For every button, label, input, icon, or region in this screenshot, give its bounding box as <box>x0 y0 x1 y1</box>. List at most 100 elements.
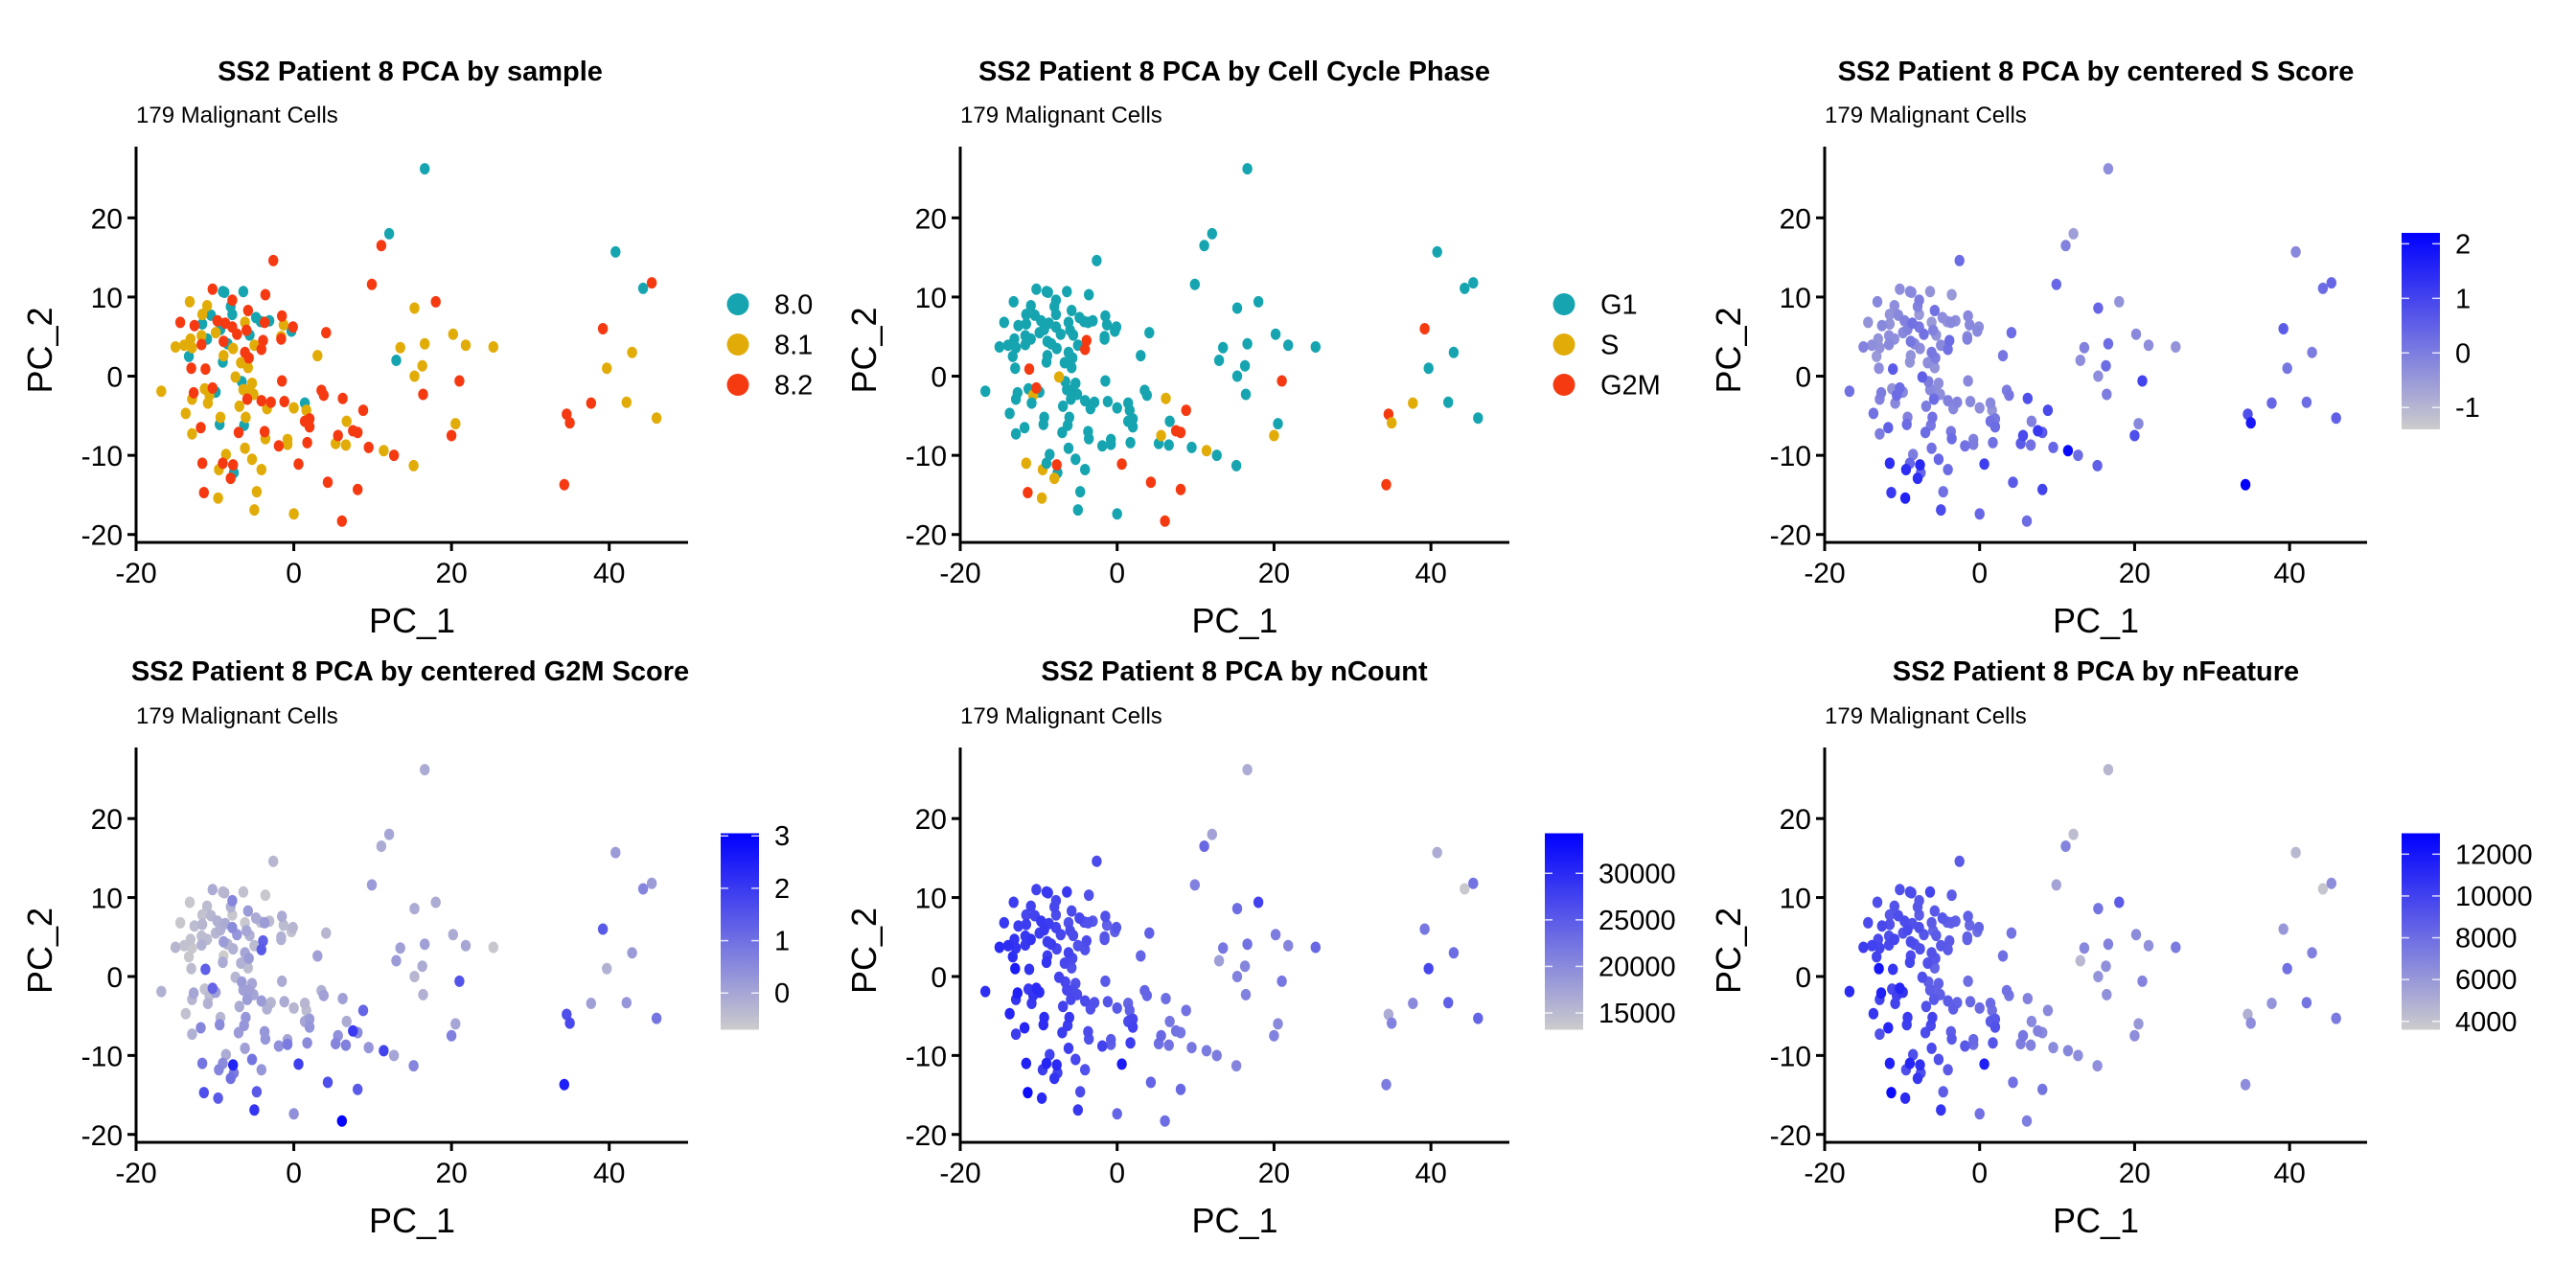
colorbar-label: -1 <box>2455 393 2480 424</box>
data-point <box>1924 286 1936 298</box>
data-point <box>1943 395 1953 407</box>
data-point <box>2073 1049 2083 1062</box>
data-point <box>1868 407 1879 420</box>
y-tick-label: -20 <box>906 1120 947 1152</box>
data-point <box>156 985 167 998</box>
data-point <box>1933 978 1944 990</box>
data-point <box>262 1002 272 1015</box>
data-point <box>1270 328 1281 340</box>
data-point <box>1448 346 1460 358</box>
data-point <box>1914 921 1924 933</box>
data-point <box>1929 305 1941 316</box>
panel-title: SS2 Patient 8 PCA by centered S Score <box>1838 57 2355 87</box>
data-point <box>1101 919 1113 932</box>
data-point <box>1031 381 1042 394</box>
colorbar-label: 4000 <box>2455 1007 2518 1038</box>
data-point <box>1013 920 1024 932</box>
data-point <box>1116 1058 1127 1070</box>
legend: G1 S G2M <box>1552 290 1661 402</box>
data-point <box>249 504 260 517</box>
data-point <box>1889 933 1900 946</box>
data-point <box>215 1019 225 1031</box>
data-point <box>1010 341 1022 354</box>
data-point <box>488 941 498 954</box>
data-point <box>1058 1000 1069 1013</box>
data-point <box>218 350 229 362</box>
data-point <box>218 335 229 348</box>
data-point <box>249 1104 260 1116</box>
legend: 15000 20000 25000 30000 <box>1545 833 1676 1030</box>
data-point <box>1019 422 1030 434</box>
data-point <box>1051 342 1062 355</box>
data-point <box>1207 828 1218 840</box>
data-point <box>1072 504 1084 517</box>
data-point <box>1092 855 1102 867</box>
data-point <box>1010 1028 1022 1041</box>
data-point <box>2006 327 2017 339</box>
data-point <box>322 1076 334 1089</box>
data-point <box>234 400 244 412</box>
data-point <box>1041 457 1052 470</box>
data-point <box>201 900 213 912</box>
data-point <box>207 381 218 394</box>
data-point <box>2048 441 2058 453</box>
data-point <box>1872 295 1883 308</box>
data-point <box>1021 908 1032 921</box>
data-point <box>602 962 612 975</box>
data-point <box>1065 324 1075 336</box>
colorbar <box>2402 233 2440 429</box>
data-point <box>1100 375 1111 387</box>
data-point <box>388 1049 400 1062</box>
data-point <box>1408 397 1418 409</box>
data-point <box>1127 1021 1138 1033</box>
data-point <box>258 334 268 347</box>
data-point <box>1904 886 1916 898</box>
x-tick-label: 20 <box>1258 558 1290 589</box>
data-point <box>2133 1018 2144 1030</box>
data-point <box>379 445 389 457</box>
data-point <box>1034 327 1045 339</box>
data-point <box>1381 1078 1392 1091</box>
data-point <box>1063 947 1074 959</box>
data-point <box>1936 504 1946 517</box>
data-point <box>1945 316 1957 329</box>
data-point <box>1895 982 1905 995</box>
data-point <box>1025 300 1036 311</box>
data-point <box>228 1059 239 1071</box>
legend-label: G2M <box>1600 371 1661 402</box>
data-point <box>1973 921 1985 933</box>
legend-key <box>726 374 749 396</box>
y-tick-label: 10 <box>91 884 123 915</box>
data-point <box>1920 426 1931 439</box>
data-point <box>1102 996 1114 1008</box>
data-point <box>201 300 213 311</box>
data-point <box>2051 278 2061 290</box>
data-point <box>1031 982 1042 995</box>
y-tick-label: 10 <box>1780 283 1811 314</box>
data-point <box>1936 1104 1946 1116</box>
data-point <box>1124 404 1136 417</box>
colorbar-label: 10000 <box>2455 882 2533 912</box>
data-point <box>1039 1011 1049 1024</box>
data-point <box>1962 933 1972 946</box>
data-point <box>610 245 621 258</box>
legend: -1 0 1 2 <box>2402 229 2480 429</box>
data-point <box>2114 295 2125 308</box>
data-point <box>1886 487 1897 498</box>
y-tick-label: 0 <box>106 362 123 394</box>
data-point <box>1127 1013 1138 1025</box>
data-point <box>2060 240 2071 252</box>
data-point <box>1943 1064 1953 1076</box>
data-point <box>213 492 223 504</box>
data-point <box>460 339 472 352</box>
data-point <box>586 397 596 409</box>
data-point <box>1101 318 1113 331</box>
data-point <box>1242 938 1253 951</box>
data-point <box>1937 311 1948 324</box>
data-point <box>1888 963 1898 976</box>
panel-subtitle: 179 Malignant Cells <box>136 703 338 729</box>
x-tick-label: -20 <box>115 1158 156 1189</box>
data-point <box>1954 855 1965 867</box>
data-point <box>187 427 197 440</box>
data-point <box>196 908 208 921</box>
